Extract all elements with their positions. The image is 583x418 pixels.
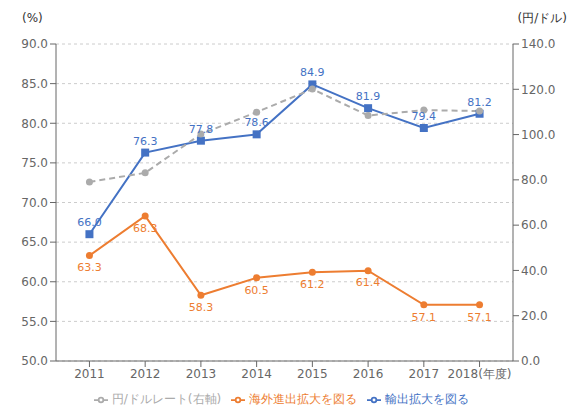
- svg-text:80.0: 80.0: [521, 173, 548, 187]
- svg-text:60.0: 60.0: [21, 275, 48, 289]
- svg-text:2016: 2016: [353, 367, 384, 381]
- svg-text:2015: 2015: [297, 367, 328, 381]
- svg-text:2013: 2013: [186, 367, 217, 381]
- svg-text:81.2: 81.2: [467, 96, 492, 109]
- svg-text:70.0: 70.0: [21, 196, 48, 210]
- svg-text:20.0: 20.0: [521, 309, 548, 323]
- svg-text:78.6: 78.6: [244, 116, 269, 129]
- svg-text:61.2: 61.2: [300, 278, 325, 291]
- svg-text:77.8: 77.8: [189, 123, 214, 136]
- svg-text:40.0: 40.0: [521, 264, 548, 278]
- svg-text:75.0: 75.0: [21, 156, 48, 170]
- svg-text:90.0: 90.0: [21, 37, 48, 51]
- svg-text:63.3: 63.3: [77, 261, 102, 274]
- svg-text:66.0: 66.0: [77, 216, 102, 229]
- html-text:円/ドルレート(右軸): 円/ドルレート(右軸): [111, 392, 222, 406]
- svg-text:61.4: 61.4: [356, 276, 381, 289]
- svg-text:65.0: 65.0: [21, 235, 48, 249]
- svg-text:60.5: 60.5: [244, 284, 269, 297]
- svg-text:140.0: 140.0: [521, 37, 555, 51]
- svg-text:79.4: 79.4: [412, 110, 437, 123]
- svg-text:68.3: 68.3: [133, 222, 158, 235]
- svg-text:60.0: 60.0: [521, 218, 548, 232]
- svg-text:84.9: 84.9: [300, 66, 325, 79]
- svg-text:2018(年度): 2018(年度): [448, 367, 512, 381]
- svg-text:2012: 2012: [130, 367, 161, 381]
- svg-text:120.0: 120.0: [521, 83, 555, 97]
- svg-text:50.0: 50.0: [21, 354, 48, 368]
- svg-text:100.0: 100.0: [521, 128, 555, 142]
- svg-text:57.1: 57.1: [467, 311, 492, 324]
- svg-text:76.3: 76.3: [133, 135, 158, 148]
- svg-text:2011: 2011: [74, 367, 105, 381]
- svg-text:80.0: 80.0: [21, 117, 48, 131]
- svg-text:81.9: 81.9: [356, 90, 381, 103]
- svg-text:85.0: 85.0: [21, 77, 48, 91]
- svg-text:55.0: 55.0: [21, 315, 48, 329]
- html-text:海外進出拡大を図る: 海外進出拡大を図る: [249, 392, 358, 406]
- svg-text:58.3: 58.3: [189, 301, 214, 314]
- svg-text:2017: 2017: [409, 367, 440, 381]
- svg-text:57.1: 57.1: [412, 311, 437, 324]
- html-text:(円/ドル): (円/ドル): [517, 11, 567, 25]
- svg-text:2014: 2014: [241, 367, 272, 381]
- html-text:輸出拡大を図る: 輸出拡大を図る: [385, 392, 470, 406]
- svg-text:0.0: 0.0: [521, 354, 540, 368]
